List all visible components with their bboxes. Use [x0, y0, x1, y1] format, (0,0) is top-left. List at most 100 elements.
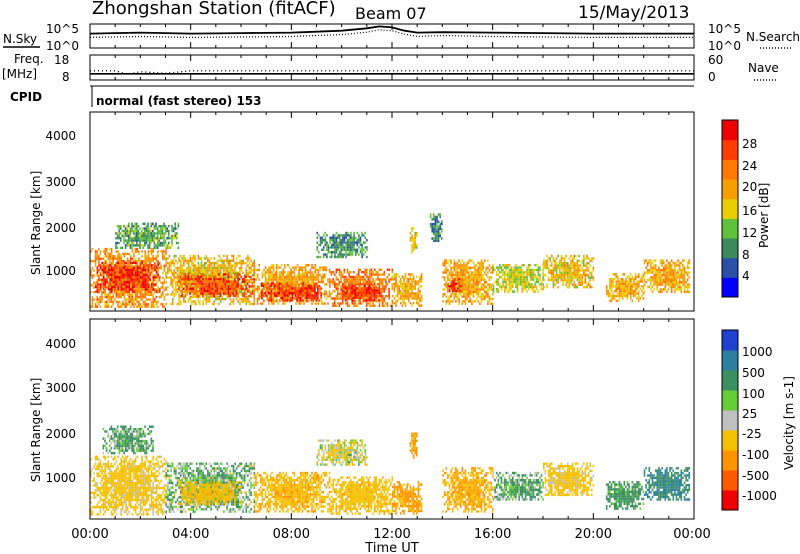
power-cell — [155, 300, 158, 304]
power-cell — [309, 283, 312, 286]
power-cell — [337, 255, 339, 259]
power-cell — [211, 269, 214, 272]
power-cell — [353, 275, 355, 279]
power-cell — [342, 236, 344, 239]
power-cell — [152, 267, 154, 270]
power-cell — [507, 276, 509, 279]
power-cell — [269, 273, 272, 276]
power-cell — [173, 257, 176, 260]
power-cell — [381, 304, 384, 307]
power-cell — [443, 276, 446, 279]
power-cell — [101, 281, 103, 284]
power-cell — [461, 295, 464, 298]
power-cell — [223, 262, 225, 265]
power-cell — [535, 278, 538, 281]
power-cell — [271, 302, 273, 305]
power-cell — [242, 294, 244, 298]
power-cell — [199, 266, 201, 270]
power-cell — [359, 285, 362, 288]
power-cell — [114, 280, 116, 284]
power-cell — [197, 274, 200, 277]
power-cell — [353, 283, 355, 286]
power-cell — [334, 239, 336, 242]
power-cell — [177, 246, 180, 249]
power-cell — [549, 264, 551, 267]
power-cell — [419, 280, 421, 283]
power-cell — [149, 293, 151, 296]
power-cell — [109, 259, 111, 263]
power-cell — [300, 276, 302, 279]
power-cell — [122, 269, 124, 272]
power-cell — [125, 273, 127, 277]
power-cell — [516, 266, 519, 269]
power-cell — [210, 269, 212, 272]
power-cell — [271, 271, 273, 274]
power-cell — [464, 278, 467, 281]
power-cell — [277, 280, 280, 284]
power-cell — [414, 246, 416, 249]
power-cell — [141, 267, 143, 270]
power-cell — [136, 283, 139, 286]
power-cell — [282, 278, 284, 281]
power-cell — [412, 239, 415, 242]
power-cell — [352, 289, 355, 292]
power-cell — [475, 273, 478, 277]
power-cell — [230, 280, 233, 283]
power-cell — [182, 278, 185, 281]
power-cell — [369, 280, 371, 283]
power-cell — [134, 227, 136, 230]
power-cell — [453, 293, 456, 296]
power-cell — [388, 297, 390, 300]
power-cell — [176, 266, 179, 270]
power-cell — [373, 304, 376, 307]
power-cell — [516, 280, 519, 284]
power-cell — [480, 259, 483, 262]
power-cell — [177, 225, 180, 228]
power-cell — [385, 302, 387, 305]
power-cell — [304, 283, 307, 286]
power-cell — [436, 225, 438, 228]
power-cell — [291, 294, 294, 297]
power-cell — [158, 262, 161, 265]
power-cell — [96, 295, 98, 299]
power-cell — [213, 287, 215, 290]
power-cell — [139, 305, 142, 308]
power-cell — [251, 269, 254, 272]
power-cell — [477, 290, 480, 293]
power-cell — [304, 285, 307, 288]
power-cell — [181, 273, 183, 276]
power-cell — [337, 243, 339, 247]
power-cell — [264, 278, 267, 281]
power-cell — [176, 274, 179, 277]
power-cell — [248, 271, 251, 274]
power-cell — [544, 262, 547, 265]
power-cell — [487, 300, 489, 303]
power-cell — [253, 288, 256, 291]
power-cell — [437, 232, 440, 235]
power-cell — [99, 300, 102, 304]
power-cell — [224, 280, 227, 283]
power-cell — [343, 292, 346, 295]
power-cell — [232, 287, 235, 290]
power-cell — [524, 276, 527, 279]
power-cell — [127, 280, 129, 284]
power-cell — [120, 237, 122, 240]
power-cell — [296, 280, 299, 284]
power-cell — [150, 234, 152, 237]
power-cell — [518, 273, 520, 276]
power-cell — [453, 266, 456, 269]
power-cell — [141, 293, 143, 296]
power-cell — [437, 239, 440, 243]
power-cell — [129, 234, 132, 237]
power-cell — [143, 283, 145, 286]
power-cell — [515, 266, 517, 269]
power-cell — [238, 287, 241, 290]
power-cell — [207, 266, 209, 270]
power-cell — [165, 259, 168, 262]
power-cell — [130, 268, 132, 272]
power-cell — [123, 255, 126, 258]
power-cell — [300, 302, 302, 305]
power-cell — [120, 273, 123, 277]
power-cell — [469, 297, 472, 301]
power-cell — [167, 286, 169, 289]
